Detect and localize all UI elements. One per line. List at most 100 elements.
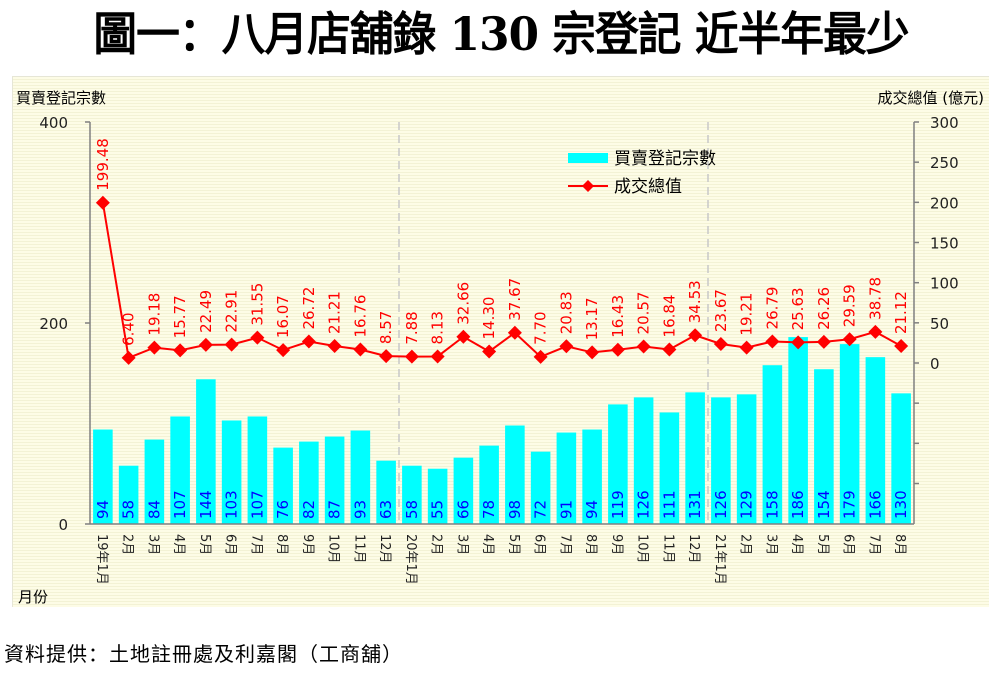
line-point-marker: [147, 340, 162, 355]
bar: [711, 397, 731, 524]
line-value-label: 31.55: [248, 283, 266, 326]
source-note: 資料提供：土地註冊處及利嘉閣（工商舖）: [4, 642, 403, 666]
line-value-label: 16.43: [609, 295, 627, 338]
x-tick-label: 5月: [815, 534, 830, 555]
line-point-marker: [404, 349, 419, 364]
bar: [633, 397, 654, 524]
legend: 買賣登記宗數 成交總值: [568, 149, 716, 197]
line-point-marker: [765, 334, 780, 349]
line-value-label: 7.70: [532, 311, 550, 344]
line-point-marker: [198, 337, 213, 352]
line-value-label: 34.53: [686, 280, 704, 323]
line-point-marker: [739, 340, 754, 355]
line-value-label: 22.49: [197, 290, 215, 333]
bar-value-label: 78: [480, 500, 498, 519]
line-point-marker: [610, 342, 625, 357]
x-tick-label: 4月: [789, 534, 804, 555]
line-point-marker: [430, 349, 445, 364]
bar-value-label: 130: [892, 490, 910, 519]
bar-value-label: 154: [815, 490, 833, 519]
x-tick-label: 7月: [866, 534, 881, 555]
bar: [608, 404, 628, 524]
bar: [273, 447, 293, 524]
line-value-label: 25.63: [789, 287, 807, 330]
line-value-label: 16.07: [274, 295, 292, 338]
line-point-marker: [173, 343, 188, 358]
bar-value-label: 186: [789, 490, 807, 519]
line-value-label: 26.79: [763, 287, 781, 330]
x-tick-label: 2月: [120, 534, 135, 555]
line-value-label: 7.88: [403, 311, 421, 344]
bar: [505, 425, 525, 524]
line-value-label: 13.17: [583, 297, 601, 340]
x-tick-label: 8月: [892, 534, 907, 555]
bar-value-label: 63: [377, 500, 395, 519]
line-point-marker: [842, 332, 857, 347]
line-value-label: 22.91: [223, 290, 241, 333]
line-value-label: 26.26: [815, 287, 833, 330]
line-value-label: 32.66: [454, 282, 472, 325]
left-axis-title: 買賣登記宗數: [16, 89, 106, 107]
x-tick-label: 12月: [686, 534, 701, 564]
line-point-marker: [353, 342, 368, 357]
bar-value-label: 58: [403, 500, 421, 519]
bar: [582, 429, 602, 524]
line-point-marker: [791, 335, 806, 350]
line-value-label: 19.18: [145, 293, 163, 336]
line-point-marker: [713, 336, 728, 351]
x-tick-label: 9月: [609, 534, 624, 555]
bar: [891, 393, 911, 524]
line-value-label: 20.57: [635, 292, 653, 335]
bar-value-label: 82: [300, 500, 318, 519]
bar-value-label: 103: [223, 490, 241, 519]
x-tick-label: 8月: [583, 534, 598, 555]
bar: [144, 439, 165, 524]
line-value-label: 26.72: [300, 287, 318, 330]
bar: [299, 441, 319, 524]
right-axis-title: 成交總值 (億元): [878, 89, 984, 107]
x-tick-label: 2月: [738, 534, 753, 555]
bar-value-label: 94: [583, 500, 601, 519]
line-point-marker: [482, 344, 497, 359]
line-point-marker: [662, 342, 677, 357]
bar: [865, 357, 886, 524]
x-tick-label: 3月: [763, 534, 778, 555]
value-line: [101, 202, 902, 360]
line-point-marker: [636, 339, 651, 354]
right-axis-tick-label: 50: [930, 315, 949, 333]
bar: [556, 432, 577, 524]
bar-value-label: 119: [609, 490, 627, 519]
bar: [247, 416, 268, 524]
bar-value-label: 111: [660, 490, 678, 519]
line-point-marker: [507, 325, 522, 340]
line-value-label: 21.12: [892, 291, 910, 334]
x-tick-label: 7月: [248, 534, 263, 555]
bar-value-label: 107: [171, 490, 189, 519]
bar-value-label: 158: [763, 490, 781, 519]
legend-marker-diamond: [582, 180, 594, 192]
line-point-marker: [276, 343, 291, 358]
bar-value-label: 126: [712, 490, 730, 519]
x-tick-label: 11月: [660, 534, 675, 564]
right-axis-tick-label: 300: [930, 114, 959, 132]
legend-label-bar: 買賣登記宗數: [614, 149, 716, 169]
bar-value-label: 126: [635, 490, 653, 519]
line-value-label: 199.48: [94, 138, 112, 191]
bar: [196, 379, 216, 524]
bar: [479, 445, 499, 524]
x-tick-label: 6月: [532, 534, 547, 555]
bar-value-label: 66: [454, 500, 472, 519]
line-point-marker: [559, 339, 574, 354]
line-point-marker: [301, 334, 316, 349]
line-point-marker: [816, 334, 831, 349]
bar-value-label: 55: [429, 500, 447, 519]
x-tick-label: 3月: [145, 534, 160, 555]
line-value-label: 19.21: [738, 293, 756, 336]
line-point-marker: [868, 324, 883, 339]
line-value-label: 16.76: [351, 295, 369, 338]
bar-value-label: 144: [197, 490, 215, 519]
bar-value-label: 131: [686, 490, 704, 519]
line-point-marker: [533, 349, 548, 364]
x-tick-label: 10月: [635, 534, 650, 564]
